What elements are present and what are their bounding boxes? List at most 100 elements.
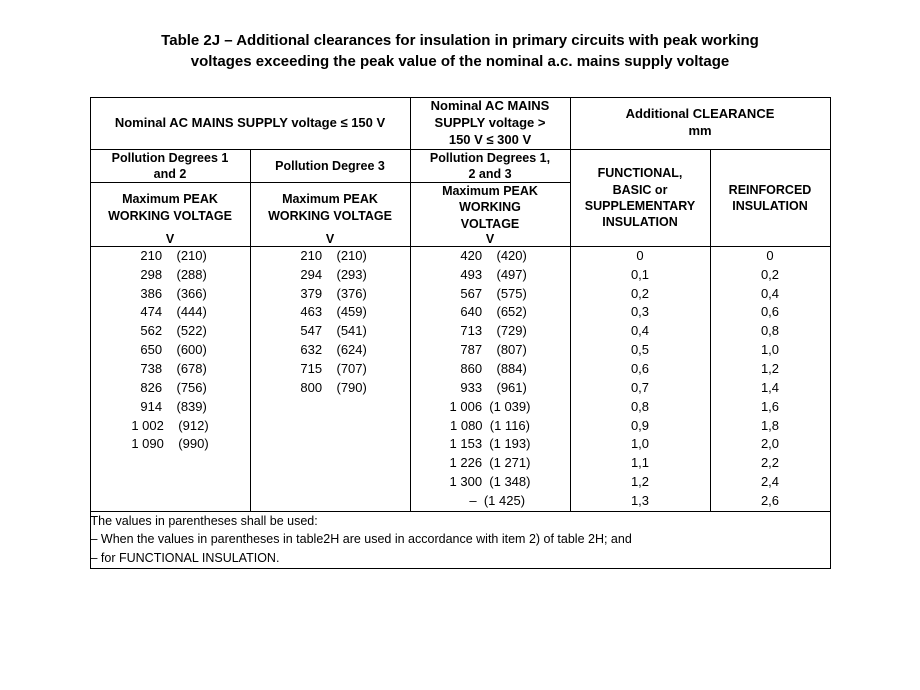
unit-v-1: V [90,232,250,247]
hdr-functional-basic: FUNCTIONAL,BASIC orSUPPLEMENTARYINSULATI… [570,149,710,246]
hdr-max-peak-1: Maximum PEAKWORKING VOLTAGE [90,183,250,232]
data-value: 632 (624) [251,341,410,360]
data-value: 1,0 [711,341,830,360]
footnote-line-2: – When the values in parentheses in tabl… [91,532,632,546]
col-reinforced: 00,20,40,60,81,01,21,41,61,82,02,22,42,6 [710,246,830,511]
data-value: 787 (807) [411,341,570,360]
data-value: 1,6 [711,398,830,417]
data-value: 640 (652) [411,303,570,322]
title-line-2: voltages exceeding the peak value of the… [191,53,730,70]
data-value: 738 (678) [91,360,250,379]
data-value: 1,0 [571,435,710,454]
data-value: 0 [571,247,710,266]
data-value: 1,3 [571,492,710,511]
hdr-pollution-3: Pollution Degree 3 [250,149,410,183]
hdr-additional-clearance: Additional CLEARANCEmm [570,98,830,150]
data-value: 0,7 [571,379,710,398]
header-row-2: Pollution Degrees 1and 2 Pollution Degre… [90,149,830,183]
data-value: 0,1 [571,266,710,285]
data-value: 0,8 [711,322,830,341]
unit-v-2: V [250,232,410,247]
data-value: 0,6 [571,360,710,379]
data-value [251,454,410,473]
data-value [251,417,410,436]
col-peak-voltage-pd3: 210 (210) 294 (293) 379 (376) 463 (459) … [250,246,410,511]
footnote-row: The values in parentheses shall be used:… [90,511,830,568]
data-value: 2,0 [711,435,830,454]
data-value: 547 (541) [251,322,410,341]
data-value [251,473,410,492]
data-value: 713 (729) [411,322,570,341]
data-value: 0 [711,247,830,266]
data-value: 1,4 [711,379,830,398]
data-value: 474 (444) [91,303,250,322]
data-value: 0,2 [711,266,830,285]
unit-v-3: V [410,232,570,247]
data-value: 210 (210) [91,247,250,266]
data-value: 463 (459) [251,303,410,322]
table-title: Table 2J – Additional clearances for ins… [90,30,830,72]
data-value: 0,4 [711,285,830,304]
col-peak-voltage-pd12: 210 (210) 298 (288) 386 (366) 474 (444) … [90,246,250,511]
data-value: 379 (376) [251,285,410,304]
hdr-supply-300v: Nominal AC MAINSSUPPLY voltage >150 V ≤ … [410,98,570,150]
hdr-pollution-123: Pollution Degrees 1,2 and 3 [410,149,570,183]
data-value: 1,2 [571,473,710,492]
data-value [91,454,250,473]
data-value: 2,4 [711,473,830,492]
data-value: 0,8 [571,398,710,417]
data-value: 0,5 [571,341,710,360]
col-functional-basic: 00,10,20,30,40,50,60,70,80,91,01,11,21,3 [570,246,710,511]
data-value: 0,2 [571,285,710,304]
data-value: 1 153 (1 193) [411,435,570,454]
data-value [251,435,410,454]
data-value: 1 002 (912) [91,417,250,436]
data-value: 0,6 [711,303,830,322]
data-value: 567 (575) [411,285,570,304]
data-value [251,398,410,417]
col-peak-voltage-pd123: 420 (420) 493 (497) 567 (575) 640 (652) … [410,246,570,511]
data-value: 1,1 [571,454,710,473]
data-value: 210 (210) [251,247,410,266]
data-value: 562 (522) [91,322,250,341]
hdr-pollution-12: Pollution Degrees 1and 2 [90,149,250,183]
clearance-table: Nominal AC MAINS SUPPLY voltage ≤ 150 V … [90,97,831,569]
data-value: 800 (790) [251,379,410,398]
data-value: 826 (756) [91,379,250,398]
footnote-line-3: – for FUNCTIONAL INSULATION. [91,551,280,565]
data-value: 2,2 [711,454,830,473]
data-value: 1 300 (1 348) [411,473,570,492]
data-value: 1 080 (1 116) [411,417,570,436]
data-value: 0,3 [571,303,710,322]
header-row-1: Nominal AC MAINS SUPPLY voltage ≤ 150 V … [90,98,830,150]
data-value: 0,9 [571,417,710,436]
data-value: 493 (497) [411,266,570,285]
hdr-max-peak-3: Maximum PEAKWORKINGVOLTAGE [410,183,570,232]
data-value: 420 (420) [411,247,570,266]
hdr-reinforced: REINFORCEDINSULATION [710,149,830,246]
data-value: 650 (600) [91,341,250,360]
footnote-line-1: The values in parentheses shall be used: [91,514,318,528]
hdr-max-peak-2: Maximum PEAKWORKING VOLTAGE [250,183,410,232]
data-value: 386 (366) [91,285,250,304]
data-value: 860 (884) [411,360,570,379]
title-line-1: Table 2J – Additional clearances for ins… [161,32,759,49]
data-value: 1 226 (1 271) [411,454,570,473]
data-value: – (1 425) [411,492,570,511]
data-value [251,492,410,511]
data-value [91,492,250,511]
data-value: 1 006 (1 039) [411,398,570,417]
data-value: 933 (961) [411,379,570,398]
data-value: 298 (288) [91,266,250,285]
footnote-cell: The values in parentheses shall be used:… [90,511,830,568]
data-value: 1,8 [711,417,830,436]
data-value: 715 (707) [251,360,410,379]
data-value [91,473,250,492]
data-value: 0,4 [571,322,710,341]
data-value: 294 (293) [251,266,410,285]
data-value: 2,6 [711,492,830,511]
data-row: 210 (210) 298 (288) 386 (366) 474 (444) … [90,246,830,511]
data-value: 914 (839) [91,398,250,417]
data-value: 1 090 (990) [91,435,250,454]
data-value: 1,2 [711,360,830,379]
